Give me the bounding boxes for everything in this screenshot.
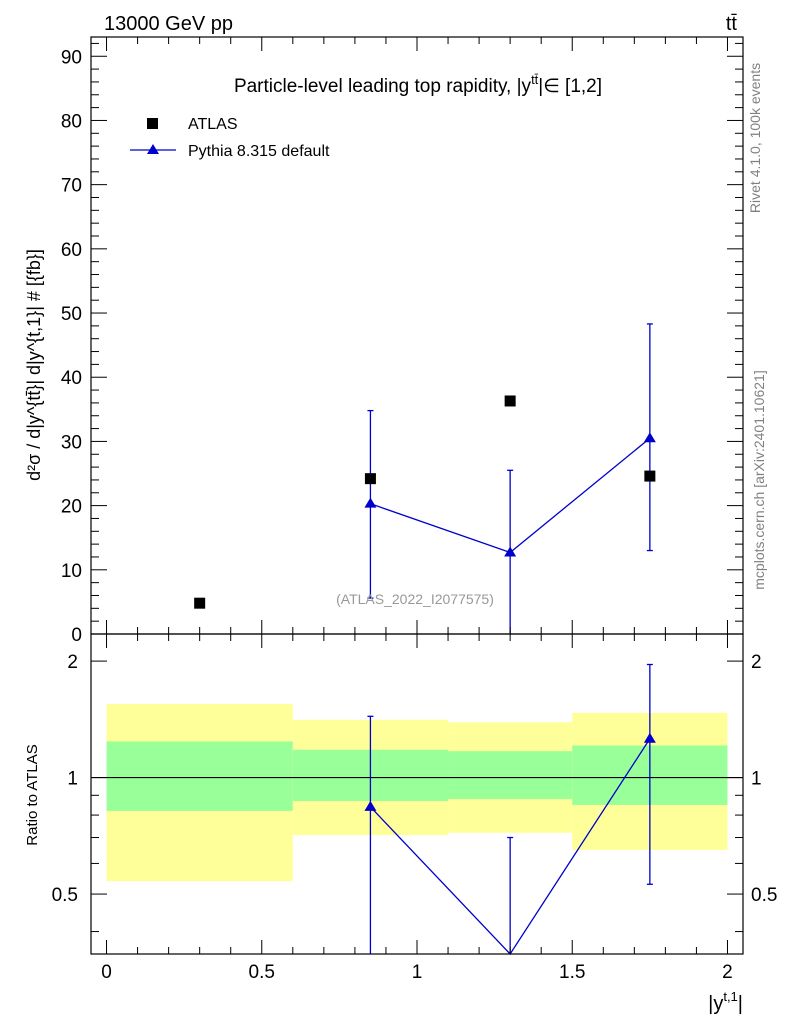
y-tick-label: 70 (61, 176, 82, 197)
ratio-y-tick-label-right: 2 (751, 652, 762, 673)
ratio-y-tick-label: 1 (67, 769, 78, 790)
x-tick-label: 1 (412, 962, 423, 983)
ratio-y-tick-label-right: 0.5 (751, 885, 777, 906)
y-tick-label: 90 (61, 47, 82, 68)
ratio-y-tick-label-right: 1 (751, 769, 762, 790)
legend-label-pythia: Pythia 8.315 default (188, 143, 330, 160)
title-prefix: Particle-level leading top rapidity, |y (234, 76, 532, 97)
x-tick-label: 2 (722, 962, 733, 983)
mc-point (504, 546, 517, 557)
ratio-band-inner (448, 751, 573, 800)
title-suffix: |∈ [1,2] (538, 76, 602, 97)
header-left: 13000 GeV pp (104, 13, 233, 35)
ratio-y-tick-label: 2 (67, 652, 78, 673)
y-tick-label: 80 (61, 111, 82, 132)
data-point (194, 597, 206, 609)
y-tick-label: 20 (61, 497, 82, 518)
title-sup: tt̄ (531, 72, 539, 87)
y-tick-label: 40 (61, 368, 82, 389)
mc-point (364, 497, 377, 508)
x-tick-label: 1.5 (559, 962, 585, 983)
y-tick-label: 10 (61, 561, 82, 582)
rivet-version: Rivet 4.1.0, 100k events (747, 63, 763, 213)
ratio-band-inner (106, 741, 293, 811)
y-tick-label: 30 (61, 432, 82, 453)
ratio-mc-point (643, 732, 656, 743)
y-tick-label: 0 (71, 625, 82, 646)
y-axis-label: d²σ / d|y^{tt̄}| d|y^{t,1}| # [{fb}] (24, 249, 44, 481)
y-tick-label: 60 (61, 240, 82, 261)
ratio-mc-point (364, 800, 377, 811)
header-right: tt̄ (726, 13, 738, 35)
data-point (364, 473, 376, 485)
data-point (504, 395, 516, 407)
ratio-y-axis-label: Ratio to ATLAS (24, 744, 41, 845)
data-point (644, 470, 656, 482)
legend-label-atlas: ATLAS (188, 116, 238, 133)
mcplots-credit: mcplots.cern.ch [arXiv:2401.10621] (751, 370, 767, 589)
x-tick-label: 0.5 (249, 962, 275, 983)
x-tick-label: 0 (101, 962, 112, 983)
mc-point (643, 432, 656, 443)
ratio-y-tick-label: 0.5 (52, 885, 78, 906)
data-series (194, 395, 656, 609)
mc-series (364, 323, 656, 956)
y-tick-label: 50 (61, 304, 82, 325)
legend-marker-pythia (147, 144, 159, 154)
ratio-bands (106, 703, 728, 882)
chart-title: Particle-level leading top rapidity, |yt… (234, 72, 602, 97)
x-axis-label: |yt,1| (708, 989, 743, 1015)
watermark: (ATLAS_2022_I2077575) (336, 591, 494, 607)
legend-marker-atlas (147, 118, 158, 129)
